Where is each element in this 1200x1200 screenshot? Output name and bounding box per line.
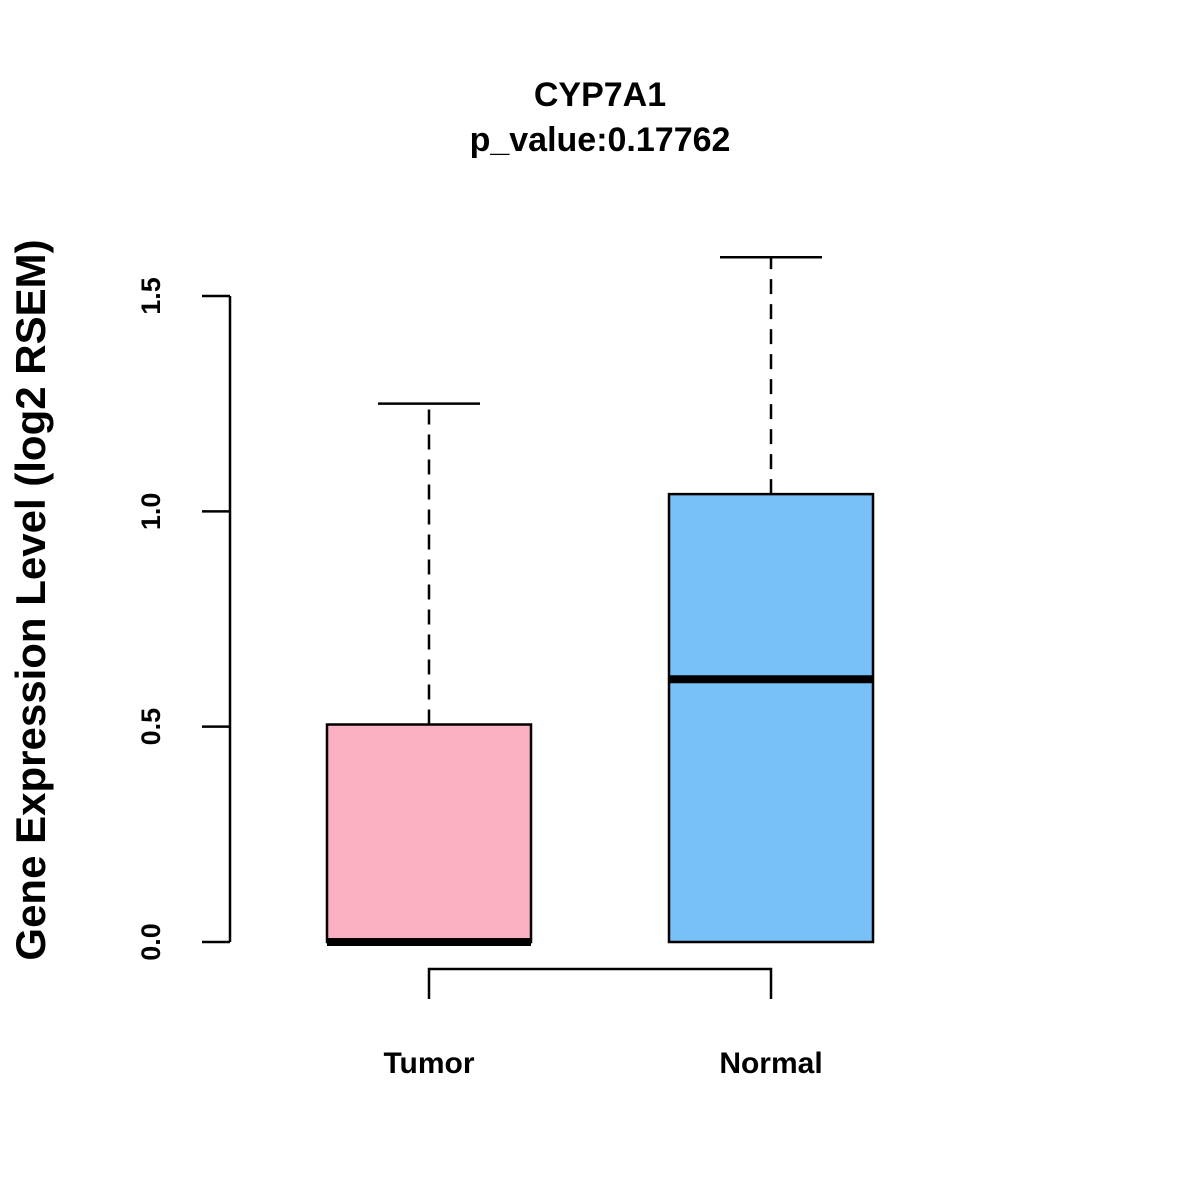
category-label-tumor: Tumor [383,1047,474,1080]
y-tick-label: 0.5 [136,708,166,746]
y-tick-label: 0.0 [136,923,166,961]
y-tick-label: 1.5 [136,277,166,315]
category-labels: Tumor Normal [383,1047,822,1080]
box-tumor [325,402,533,946]
iqr-box [667,492,875,944]
iqr-box [325,723,533,944]
chart-subtitle: p_value:0.17762 [470,121,731,159]
y-axis-label: Gene Expression Level (log2 RSEM) [7,239,54,960]
box-normal [667,255,875,944]
bracket-line [427,967,773,999]
y-tick-label: 1.0 [136,493,166,531]
y-axis: 0.0 0.5 1.0 1.5 [136,277,232,961]
comparison-bracket [427,967,773,999]
boxes [325,255,875,946]
category-label-normal: Normal [719,1047,822,1080]
chart-title: CYP7A1 [534,76,666,114]
